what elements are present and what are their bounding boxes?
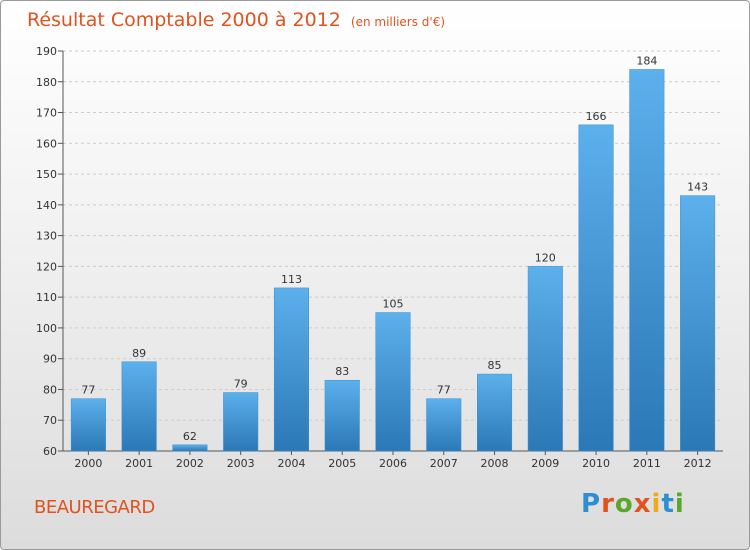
y-tick-label: 140 <box>36 199 57 212</box>
x-tick-label: 2011 <box>633 457 661 470</box>
x-tick-label: 2012 <box>684 457 712 470</box>
logo-letter: i <box>674 489 685 519</box>
data-label: 120 <box>535 251 556 264</box>
x-tick-label: 2008 <box>481 457 509 470</box>
data-label: 89 <box>132 347 146 360</box>
logo-letter: x <box>633 489 652 519</box>
x-tick-label: 2000 <box>74 457 102 470</box>
chart-subtitle: (en milliers d'€) <box>350 15 446 29</box>
y-tick-label: 70 <box>43 414 57 427</box>
y-tick-label: 160 <box>36 137 57 150</box>
x-tick-label: 2003 <box>227 457 255 470</box>
title-text: Résultat Comptable 2000 à 2012 <box>27 9 341 31</box>
data-label: 77 <box>437 384 451 397</box>
data-label: 113 <box>281 273 302 286</box>
x-tick-label: 2007 <box>430 457 458 470</box>
bar <box>172 444 208 452</box>
y-tick-label: 110 <box>36 291 57 304</box>
data-label: 79 <box>234 378 248 391</box>
y-tick-label: 120 <box>36 260 57 273</box>
data-label: 184 <box>636 54 657 67</box>
y-tick-label: 170 <box>36 107 57 120</box>
bar <box>527 266 563 452</box>
y-tick-label: 150 <box>36 168 57 181</box>
logo-letter: o <box>614 489 634 519</box>
bar <box>375 312 411 452</box>
proxiti-logo: Proxiti <box>581 489 685 519</box>
bar <box>680 195 716 452</box>
x-tick-label: 2005 <box>328 457 356 470</box>
y-tick-label: 190 <box>36 45 57 58</box>
data-label: 85 <box>488 359 502 372</box>
bar <box>223 392 259 452</box>
data-label: 62 <box>183 430 197 443</box>
x-tick-label: 2006 <box>379 457 407 470</box>
bar <box>70 398 106 452</box>
logo-letter: i <box>651 489 662 519</box>
y-tick-label: 60 <box>43 445 57 458</box>
logo-letter: r <box>601 489 615 519</box>
bar <box>121 361 157 452</box>
x-tick-label: 2002 <box>176 457 204 470</box>
y-tick-label: 130 <box>36 230 57 243</box>
data-label: 143 <box>687 181 708 194</box>
bars <box>70 69 716 452</box>
y-tick-label: 90 <box>43 353 57 366</box>
bar <box>273 287 309 452</box>
place-name: BEAUREGARD <box>34 497 155 518</box>
data-label: 77 <box>81 384 95 397</box>
data-label: 105 <box>383 298 404 311</box>
y-tick-label: 80 <box>43 383 57 396</box>
x-tick-label: 2010 <box>582 457 610 470</box>
chart-title: Résultat Comptable 2000 à 2012 (en millie… <box>27 9 445 31</box>
x-tick-label: 2001 <box>125 457 153 470</box>
bar <box>426 398 462 452</box>
data-label: 83 <box>335 365 349 378</box>
bar <box>629 69 665 452</box>
x-tick-label: 2004 <box>277 457 305 470</box>
data-label: 166 <box>586 110 607 123</box>
y-tick-label: 100 <box>36 322 57 335</box>
bar <box>324 379 360 452</box>
labels: 60 70 80 90 100 110 120 130 140 150 160 170 180 190 77… <box>36 45 712 470</box>
x-tick-label: 2009 <box>531 457 559 470</box>
logo-letter: t <box>661 489 675 519</box>
bar <box>578 124 614 452</box>
y-tick-label: 180 <box>36 76 57 89</box>
bar <box>477 373 513 452</box>
logo-letter: P <box>581 489 602 519</box>
